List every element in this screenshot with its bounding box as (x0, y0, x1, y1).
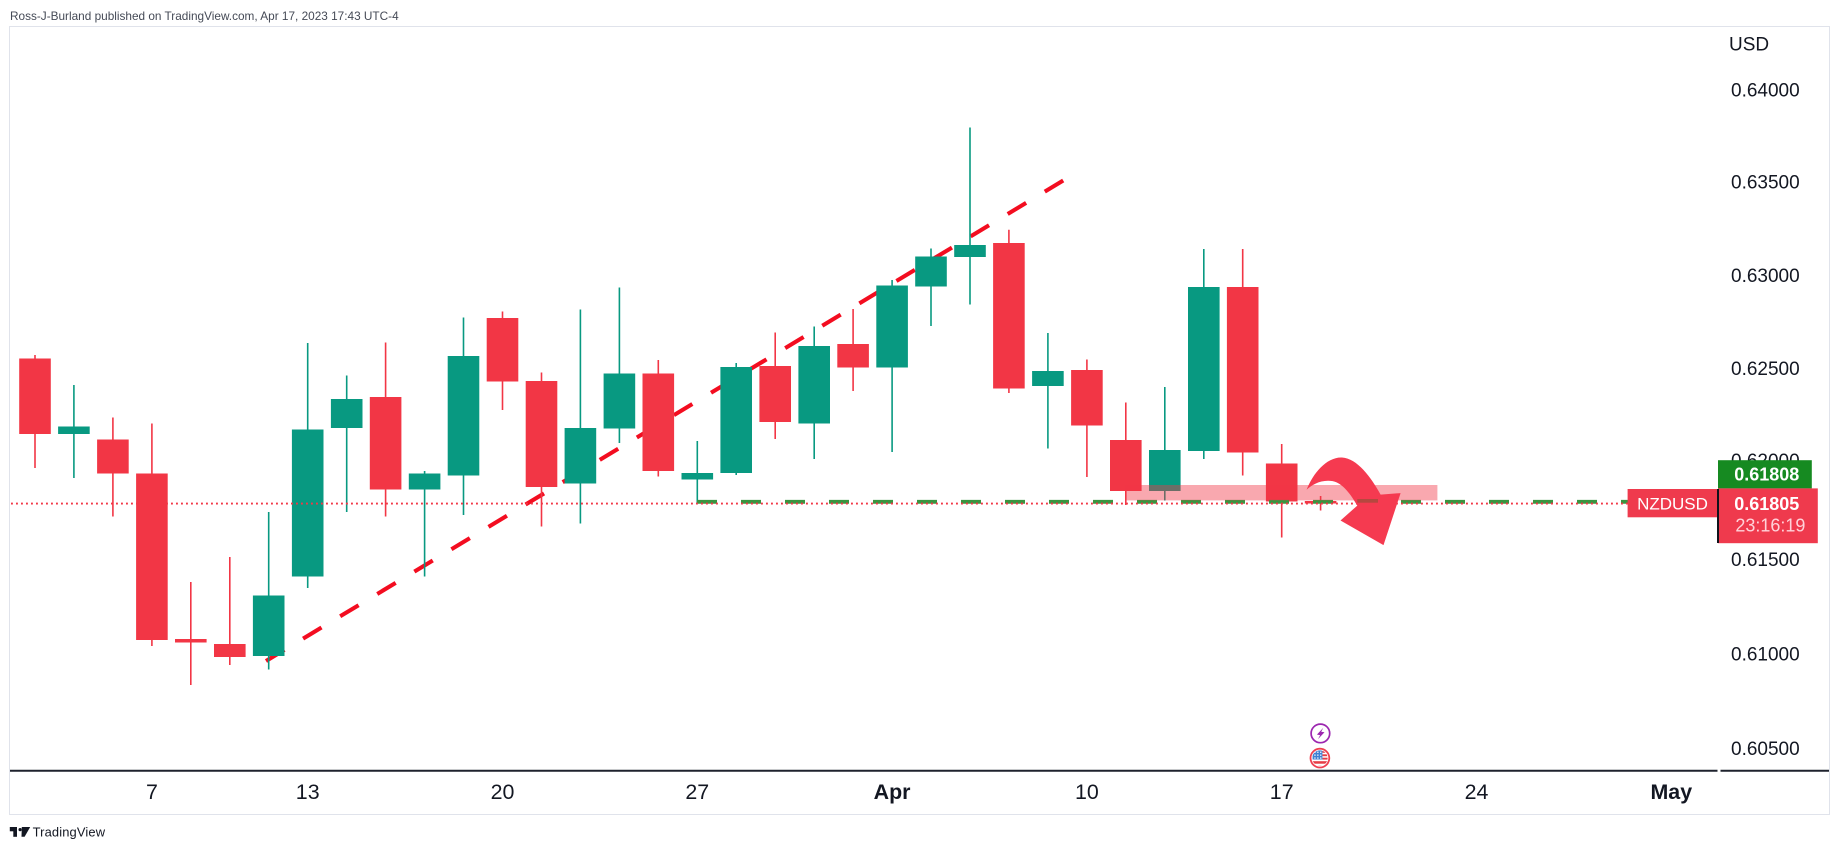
svg-text:0.63500: 0.63500 (1731, 172, 1800, 193)
svg-text:23:16:19: 23:16:19 (1735, 516, 1805, 536)
svg-text:0.63000: 0.63000 (1731, 266, 1800, 287)
svg-text:20: 20 (491, 780, 515, 804)
svg-text:0.60500: 0.60500 (1731, 739, 1800, 760)
svg-text:27: 27 (685, 780, 709, 804)
svg-text:10: 10 (1075, 780, 1099, 804)
svg-text:7: 7 (146, 780, 158, 804)
svg-text:NZDUSD: NZDUSD (1637, 494, 1708, 513)
svg-text:0.62500: 0.62500 (1731, 359, 1800, 380)
svg-text:May: May (1650, 780, 1692, 804)
svg-text:Apr: Apr (874, 780, 911, 804)
svg-text:0.61808: 0.61808 (1734, 465, 1799, 485)
svg-text:Ross-J-Burland published on Tr: Ross-J-Burland published on TradingView.… (10, 9, 399, 23)
svg-text:17: 17 (1270, 780, 1294, 804)
svg-text:24: 24 (1465, 780, 1489, 804)
svg-text:USD: USD (1729, 35, 1769, 56)
svg-text:0.64000: 0.64000 (1731, 80, 1800, 101)
svg-text:0.61805: 0.61805 (1734, 494, 1799, 514)
svg-text:13: 13 (296, 780, 320, 804)
svg-text:TradingView: TradingView (33, 824, 106, 839)
svg-text:0.61000: 0.61000 (1731, 644, 1800, 665)
svg-text:0.61500: 0.61500 (1731, 550, 1800, 571)
